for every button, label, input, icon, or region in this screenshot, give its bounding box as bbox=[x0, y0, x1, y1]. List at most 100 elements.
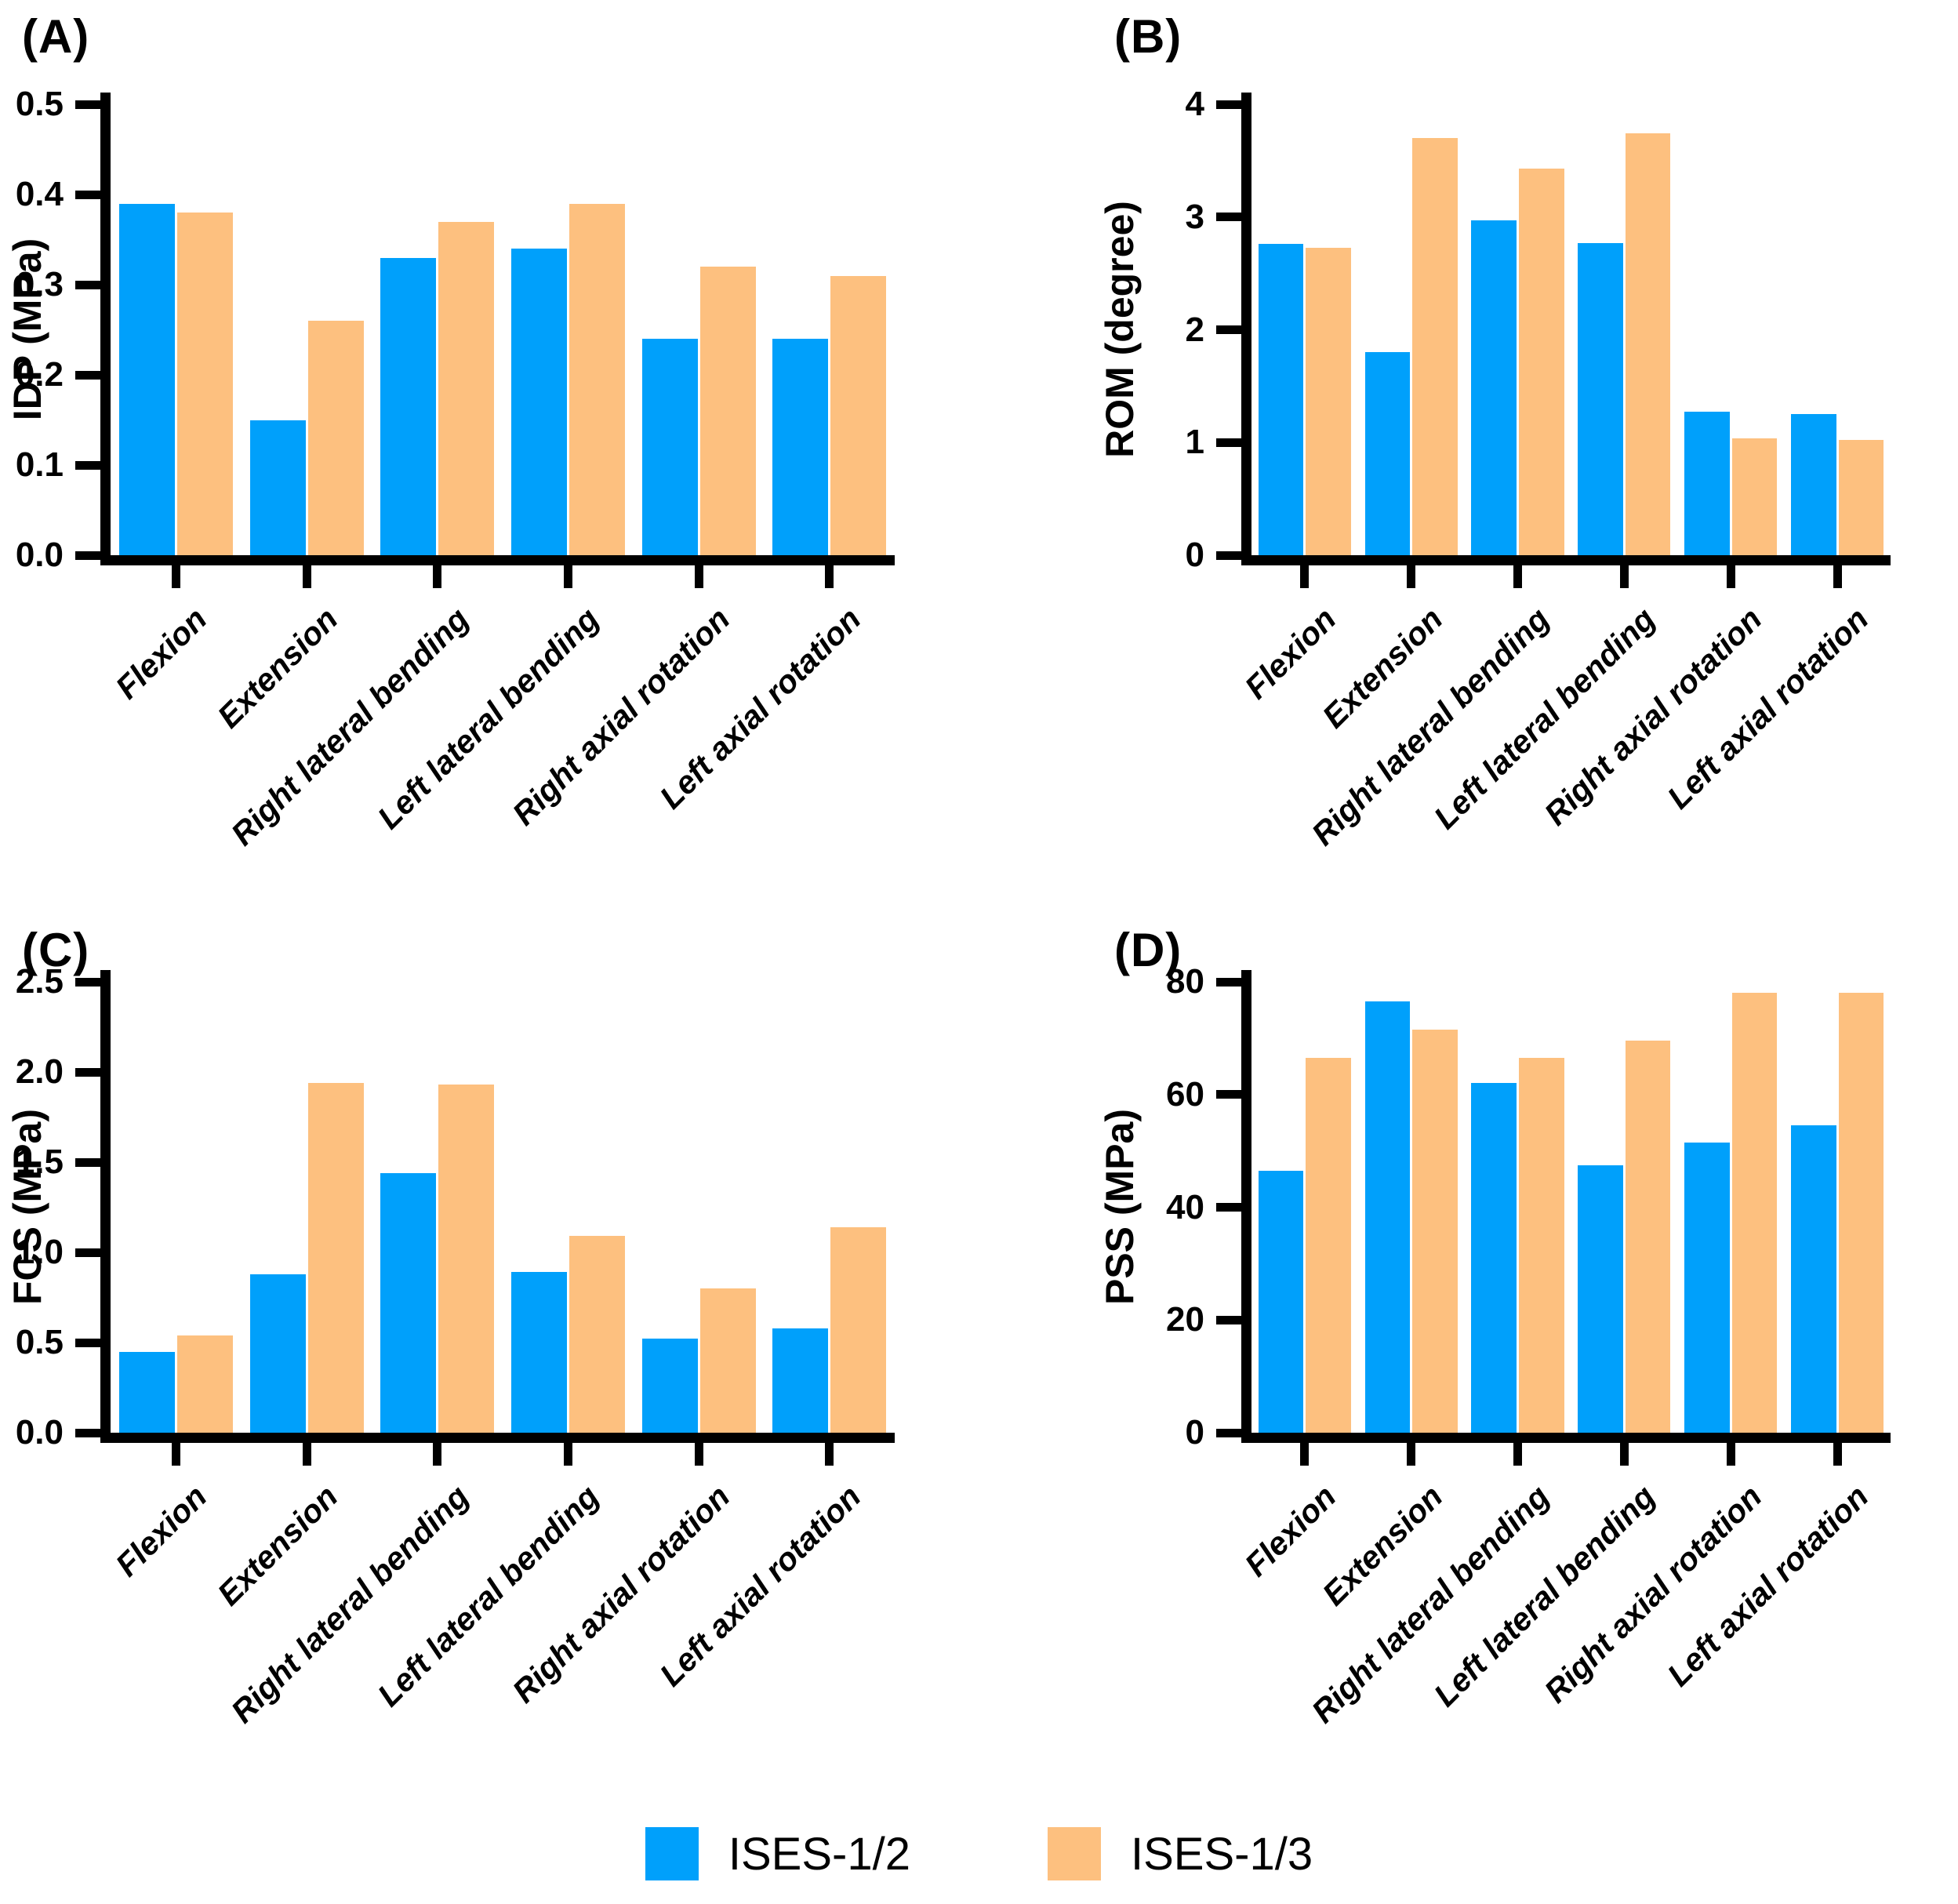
y-tick-mark bbox=[75, 370, 100, 380]
bar-ises13 bbox=[699, 267, 756, 555]
y-tick-mark bbox=[75, 977, 100, 987]
x-tick-mark bbox=[1619, 1433, 1629, 1466]
x-tick-mark bbox=[1300, 555, 1310, 588]
bar-ises13 bbox=[1838, 440, 1884, 555]
panel-a: (A) IDP (MPa) 0.0 0.1 0.2 0.3 0.4 0.5 Flexion E… bbox=[0, 0, 979, 914]
legend-item-ises13: ISES-1/3 bbox=[1048, 1827, 1313, 1880]
y-tick-mark bbox=[1216, 1428, 1241, 1437]
bar-ises13 bbox=[1519, 168, 1564, 555]
x-tick-mark bbox=[433, 555, 442, 588]
y-tick-label: 60 bbox=[1166, 1074, 1204, 1114]
y-tick-mark bbox=[1216, 977, 1241, 987]
y-tick-label: 0 bbox=[1185, 536, 1204, 574]
bars-layer bbox=[1251, 982, 1891, 1433]
bar-ises12 bbox=[510, 249, 567, 555]
y-tick-mark bbox=[75, 280, 100, 289]
x-tick-mark bbox=[302, 1433, 311, 1466]
y-tick-label: 0.4 bbox=[15, 175, 64, 213]
bar-ises12 bbox=[1471, 1083, 1517, 1433]
y-tick-mark bbox=[1216, 1315, 1241, 1324]
x-tick-mark bbox=[1726, 555, 1735, 588]
plot-area: 0 1 2 3 4 Flexion Extension Right lateral bendi… bbox=[1186, 85, 1891, 852]
x-tick-mark bbox=[694, 555, 703, 588]
x-tick-mark bbox=[1513, 1433, 1523, 1466]
bar-ises13 bbox=[699, 1288, 756, 1433]
bar-ises13 bbox=[1625, 1041, 1671, 1433]
legend-swatch-ises13 bbox=[1048, 1827, 1101, 1880]
bar-ises13 bbox=[1838, 993, 1884, 1433]
bar-ises12 bbox=[1258, 244, 1304, 555]
y-tick-label: 1 bbox=[1185, 423, 1204, 462]
y-tick-label: 1.5 bbox=[15, 1143, 64, 1181]
bar-ises12 bbox=[772, 339, 829, 555]
bar-ises12 bbox=[641, 339, 698, 555]
y-tick-label: 0.1 bbox=[15, 445, 64, 484]
bar-ises12 bbox=[1790, 414, 1836, 555]
bar-ises12 bbox=[1684, 412, 1730, 555]
x-tick-mark bbox=[825, 555, 834, 588]
legend-label-ises12: ISES-1/2 bbox=[728, 1828, 910, 1880]
y-tick-label: 0.0 bbox=[15, 1413, 64, 1452]
x-tick-mark bbox=[1619, 555, 1629, 588]
legend-item-ises12: ISES-1/2 bbox=[645, 1827, 910, 1880]
panel-c-chart: FCS (MPa) 0.0 0.5 1.0 1.5 2.0 2.5 Flexion Exten… bbox=[0, 962, 979, 1730]
bar-ises12 bbox=[1258, 1170, 1304, 1433]
y-tick-label: 0.3 bbox=[15, 265, 64, 303]
bar-ises13 bbox=[830, 1226, 887, 1433]
y-tick-label: 0.0 bbox=[15, 536, 64, 574]
bar-ises13 bbox=[176, 213, 233, 555]
y-tick-mark bbox=[1216, 1203, 1241, 1212]
bar-ises12 bbox=[249, 420, 306, 555]
x-tick-mark bbox=[1300, 1433, 1310, 1466]
x-tick-mark bbox=[1513, 555, 1523, 588]
panel-b-chart: ROM (degree) 0 1 2 3 4 Flexion Extension Right … bbox=[1092, 85, 1958, 852]
bar-ises13 bbox=[1519, 1058, 1564, 1433]
bar-ises13 bbox=[1625, 133, 1671, 555]
y-tick-mark bbox=[75, 1248, 100, 1257]
bar-ises13 bbox=[176, 1335, 233, 1433]
bar-ises12 bbox=[118, 1351, 175, 1433]
x-tick-mark bbox=[433, 1433, 442, 1466]
x-tick-mark bbox=[1726, 1433, 1735, 1466]
y-tick-mark bbox=[1216, 438, 1241, 447]
bar-ises13 bbox=[1306, 247, 1351, 555]
y-tick-label: 2.0 bbox=[15, 1052, 64, 1091]
bar-ises13 bbox=[1731, 993, 1778, 1433]
bar-ises12 bbox=[380, 1172, 437, 1433]
y-tick-label: 4 bbox=[1185, 85, 1204, 123]
y-tick-mark bbox=[1216, 213, 1241, 222]
y-tick-label: 2 bbox=[1185, 310, 1204, 349]
panel-d-chart: PSS (MPa) 0 20 40 60 80 Flexion Extension Right… bbox=[1092, 962, 1958, 1730]
x-tick-mark bbox=[171, 1433, 180, 1466]
bar-ises12 bbox=[380, 257, 437, 555]
bars-layer bbox=[1251, 104, 1891, 555]
panel-a-letter: (A) bbox=[22, 10, 90, 63]
x-tick-mark bbox=[1407, 1433, 1416, 1466]
y-tick-label: 0.5 bbox=[15, 1323, 64, 1361]
y-tick-mark bbox=[75, 190, 100, 199]
x-tick-mark bbox=[302, 555, 311, 588]
panel-c: (C) FCS (MPa) 0.0 0.5 1.0 1.5 2.0 2.5 Flexion E… bbox=[0, 914, 979, 1827]
x-tick-mark bbox=[1833, 1433, 1842, 1466]
panel-d-letter: (D) bbox=[1114, 924, 1182, 976]
y-tick-mark bbox=[75, 1338, 100, 1347]
x-tick-mark bbox=[563, 1433, 572, 1466]
bar-ises13 bbox=[1731, 438, 1778, 555]
panel-c-ylabel: FCS (MPa) bbox=[5, 1108, 49, 1305]
legend-swatch-ises12 bbox=[645, 1827, 699, 1880]
y-tick-mark bbox=[1216, 1090, 1241, 1099]
plot-area: 0.0 0.5 1.0 1.5 2.0 2.5 Flexion Extension Right … bbox=[16, 962, 895, 1730]
figure-panels: (A) IDP (MPa) 0.0 0.1 0.2 0.3 0.4 0.5 Flexion E… bbox=[0, 0, 1958, 1827]
bar-ises13 bbox=[307, 321, 364, 555]
y-tick-label: 0.2 bbox=[15, 355, 64, 394]
panel-a-ylabel-col: IDP (MPa) bbox=[0, 93, 55, 565]
bar-ises13 bbox=[307, 1082, 364, 1433]
bar-ises13 bbox=[1412, 138, 1458, 555]
bar-ises13 bbox=[569, 1236, 625, 1433]
panel-d: (D) PSS (MPa) 0 20 40 60 80 Flexion Extension R… bbox=[979, 914, 1958, 1827]
bar-ises13 bbox=[438, 221, 495, 555]
bar-ises13 bbox=[1306, 1058, 1351, 1433]
plot-area: 0.0 0.1 0.2 0.3 0.4 0.5 Flexion Extension Right … bbox=[16, 85, 895, 852]
x-tick-mark bbox=[1407, 555, 1416, 588]
panel-b-letter: (B) bbox=[1114, 10, 1182, 63]
